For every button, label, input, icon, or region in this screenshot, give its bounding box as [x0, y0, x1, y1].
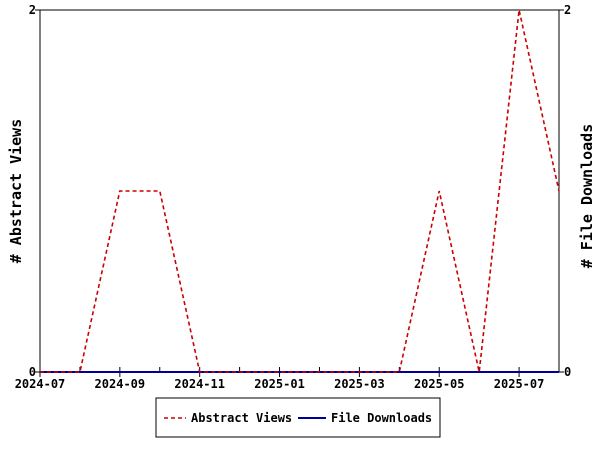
y-left-axis-title: # Abstract Views — [7, 119, 25, 264]
x-tick-label: 2025-05 — [414, 377, 465, 391]
plot-area — [39, 9, 560, 373]
series-layer — [40, 9, 560, 373]
x-tick-label: 2025-01 — [254, 377, 305, 391]
plot-frame — [39, 9, 560, 373]
x-axis: 2024-07 2024-09 2024-11 2025-01 2025-03 2025-… — [15, 367, 560, 391]
y-right-tick-label: 2 — [564, 3, 571, 17]
y-left-tick-label: 0 — [29, 365, 36, 379]
legend-label-file-downloads: File Downloads — [331, 411, 432, 425]
legend-label-abstract-views: Abstract Views — [191, 411, 292, 425]
x-tick-label: 2024-09 — [95, 377, 146, 391]
x-tick-label: 2024-11 — [174, 377, 225, 391]
y-right-axis-title: # File Downloads — [578, 124, 596, 269]
x-tick-label: 2025-07 — [494, 377, 545, 391]
legend: Abstract Views File Downloads — [155, 397, 441, 438]
y-axes: 0 2 0 2 — [29, 3, 571, 379]
series-line-abstract-views — [40, 9, 560, 373]
x-tick-label: 2024-07 — [15, 377, 66, 391]
y-right-tick-label: 0 — [564, 365, 571, 379]
y-left-tick-label: 2 — [29, 3, 36, 17]
x-tick-label: 2025-03 — [334, 377, 385, 391]
